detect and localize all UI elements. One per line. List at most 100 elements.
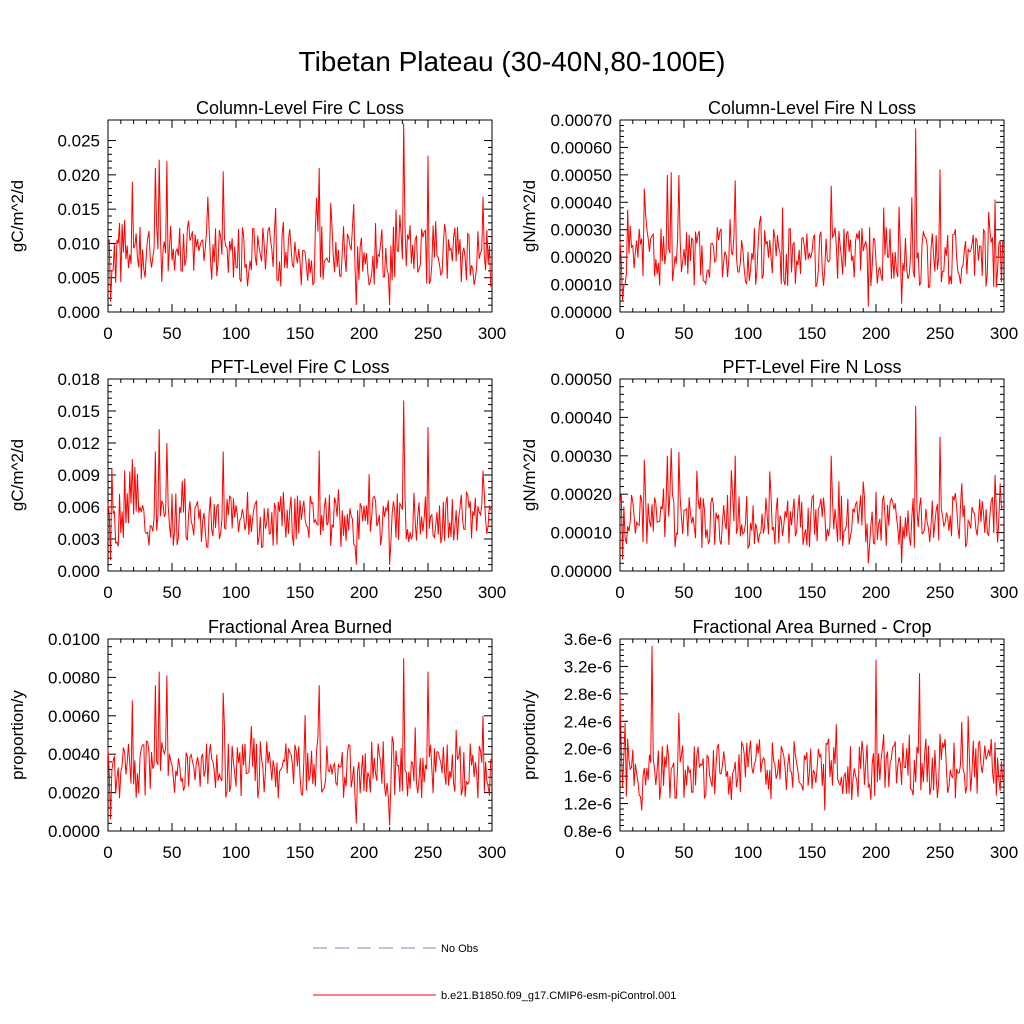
x-tick-label: 300 [478,324,506,343]
y-tick-label: 3.2e-6 [564,657,612,676]
y-tick-label: 0.0000 [48,822,100,841]
y-tick-label: 0.0100 [48,630,100,649]
y-tick-label: 0.0020 [48,784,100,803]
y-tick-label: 0.015 [57,200,100,219]
y-tick-label: 2.4e-6 [564,712,612,731]
x-tick-label: 300 [478,843,506,862]
y-tick-label: 0.000 [57,562,100,581]
y-tick-label: 0.012 [57,434,100,453]
panel-5: Fractional Area Burned 0 50 100 150 200 250 300… [8,617,506,862]
x-tick-label: 150 [286,324,314,343]
x-tick-label: 50 [163,324,182,343]
x-tick-label: 100 [222,843,250,862]
panel-title: PFT-Level Fire N Loss [722,357,901,377]
panel-6: Fractional Area Burned - Crop 0 50 100 150 20… [520,617,1018,862]
x-tick-label: 150 [798,843,826,862]
x-tick-label: 150 [286,843,314,862]
panel-1: Column-Level Fire C Loss 0 50 100 150 200 250 3… [8,98,506,343]
panel-3: PFT-Level Fire C Loss 0 50 100 150 200 250 300 0… [8,357,506,602]
panel-title: Fractional Area Burned - Crop [692,617,931,637]
x-tick-label: 0 [103,843,112,862]
x-tick-label: 100 [734,843,762,862]
y-tick-label: 1.6e-6 [564,767,612,786]
x-tick-label: 0 [615,583,624,602]
y-axis-label: gN/m^2/d [520,439,539,511]
x-tick-label: 300 [990,583,1018,602]
x-tick-label: 200 [350,583,378,602]
x-tick-label: 0 [615,324,624,343]
y-tick-label: 0.005 [57,269,100,288]
x-tick-label: 200 [350,843,378,862]
y-tick-label: 0.0080 [48,668,100,687]
x-tick-label: 150 [798,324,826,343]
y-tick-label: 0.00040 [551,408,612,427]
y-tick-label: 0.00030 [551,221,612,240]
x-tick-label: 250 [926,843,954,862]
panel-2: Column-Level Fire N Loss 0 50 100 150 200 250 3… [520,98,1018,343]
y-tick-label: 0.00040 [551,193,612,212]
x-tick-label: 50 [163,583,182,602]
panel-title: PFT-Level Fire C Loss [210,357,389,377]
y-tick-label: 2.0e-6 [564,740,612,759]
x-tick-label: 250 [926,324,954,343]
y-tick-label: 0.015 [57,402,100,421]
y-tick-label: 0.00060 [551,138,612,157]
plot-frame [619,378,1005,572]
y-tick-label: 0.00010 [551,524,612,543]
y-tick-label: 0.009 [57,466,100,485]
x-tick-label: 200 [862,324,890,343]
y-axis-label: gC/m^2/d [8,439,27,511]
y-tick-label: 0.006 [57,498,100,517]
plot-frame [619,638,1005,832]
y-tick-label: 0.00050 [551,166,612,185]
x-tick-label: 250 [926,583,954,602]
x-tick-label: 200 [350,324,378,343]
x-tick-label: 300 [990,324,1018,343]
x-tick-label: 0 [103,583,112,602]
x-tick-label: 300 [990,843,1018,862]
y-tick-label: 0.8e-6 [564,822,612,841]
series-line [107,400,492,565]
x-tick-label: 100 [222,324,250,343]
figure-title: Tibetan Plateau (30-40N,80-100E) [299,46,726,77]
x-tick-label: 50 [163,843,182,862]
panel-title: Column-Level Fire C Loss [196,98,404,118]
legend-label-no-obs: No Obs [441,943,479,955]
panels: Column-Level Fire C Loss 0 50 100 150 200 250 3… [8,98,1018,862]
x-tick-label: 0 [103,324,112,343]
plot-frame [107,378,493,572]
x-tick-label: 150 [798,583,826,602]
x-tick-label: 200 [862,843,890,862]
x-tick-label: 250 [414,324,442,343]
y-tick-label: 0.025 [57,132,100,151]
x-tick-label: 300 [478,583,506,602]
x-tick-label: 250 [414,843,442,862]
legend-label-model: b.e21.B1850.f09_g17.CMIP6-esm-piControl.… [441,990,676,1002]
y-tick-label: 2.8e-6 [564,685,612,704]
y-axis-label: proportion/y [8,690,27,780]
y-tick-label: 0.00000 [551,303,612,322]
y-tick-label: 0.00000 [551,562,612,581]
x-tick-label: 0 [615,843,624,862]
x-tick-label: 50 [675,583,694,602]
panel-title: Fractional Area Burned [208,617,392,637]
y-tick-label: 0.00020 [551,485,612,504]
y-axis-label: gN/m^2/d [520,180,539,252]
x-tick-label: 200 [862,583,890,602]
x-tick-label: 100 [734,583,762,602]
y-tick-label: 0.020 [57,166,100,185]
y-tick-label: 0.0040 [48,745,100,764]
y-axis-label: gC/m^2/d [8,180,27,252]
y-tick-label: 0.0060 [48,707,100,726]
y-tick-label: 1.2e-6 [564,795,612,814]
panel-title: Column-Level Fire N Loss [708,98,916,118]
series-line [619,405,1004,564]
y-tick-label: 0.00070 [551,111,612,130]
y-tick-label: 0.00050 [551,370,612,389]
series-line [619,645,1004,811]
x-tick-label: 100 [222,583,250,602]
y-tick-label: 0.010 [57,234,100,253]
y-tick-label: 0.018 [57,370,100,389]
x-tick-label: 50 [675,843,694,862]
legend: No Obs b.e21.B1850.f09_g17.CMIP6-esm-piC… [313,943,676,1002]
